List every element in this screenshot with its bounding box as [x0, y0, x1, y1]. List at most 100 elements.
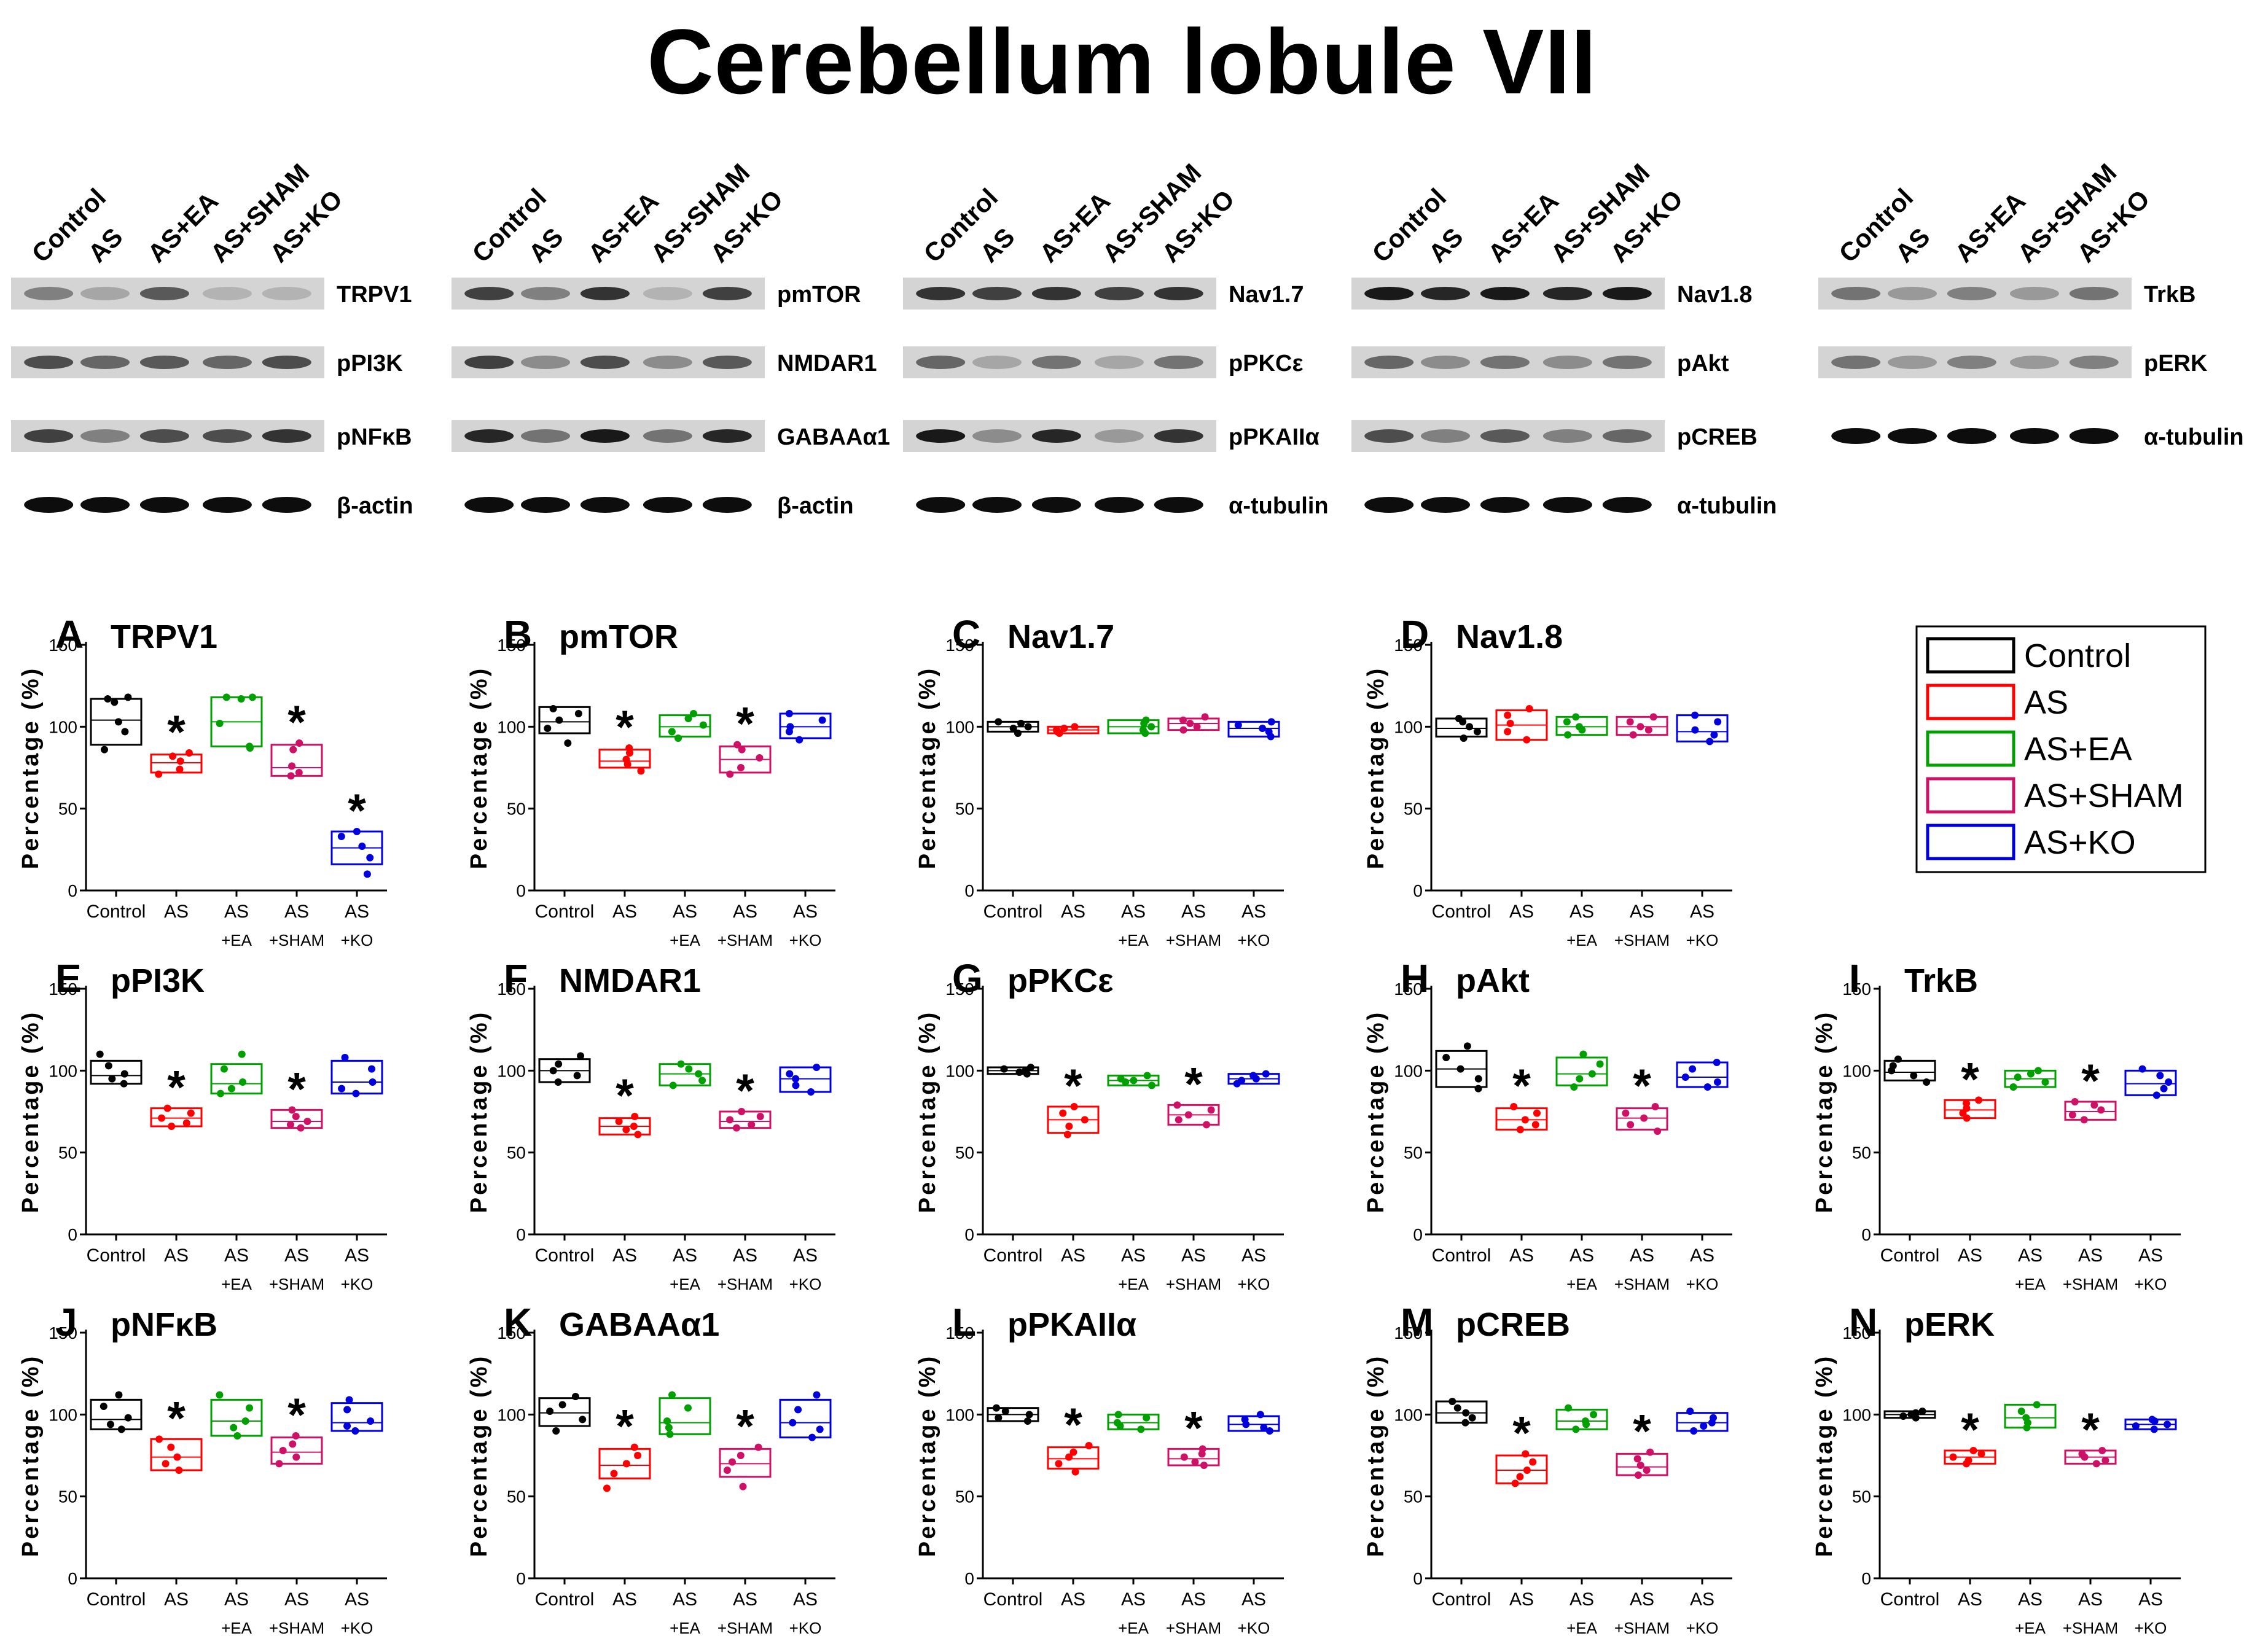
x-tick-label: AS — [612, 1589, 637, 1610]
blot-band — [1602, 287, 1652, 300]
panel-title: pPKAIIα — [1007, 1306, 1136, 1343]
data-point — [1238, 1077, 1246, 1085]
data-point — [723, 1467, 731, 1474]
x-tick-label: AS — [2018, 1245, 2043, 1266]
blot-band — [1542, 356, 1592, 369]
legend-swatch — [1926, 730, 2015, 767]
x-tick-label: +EA — [221, 931, 252, 949]
blot-band — [139, 497, 189, 513]
blot-band — [1602, 429, 1652, 443]
y-tick-label: 50 — [1852, 1487, 1871, 1506]
y-axis-label: Percentage (%) — [915, 1010, 940, 1214]
panel-letter: M — [1401, 1300, 1433, 1344]
data-point — [615, 1118, 623, 1125]
blot-band — [262, 287, 311, 300]
box-as-sham — [270, 1108, 323, 1129]
data-point — [1462, 1409, 1470, 1417]
y-tick-label: 0 — [516, 1569, 526, 1588]
blot-band-label: pPKCε — [1229, 351, 1303, 376]
data-point — [2098, 1447, 2106, 1454]
data-point — [1570, 1083, 1578, 1091]
data-point — [297, 1124, 305, 1132]
data-point — [120, 1070, 128, 1078]
data-point — [1504, 711, 1512, 719]
data-point — [1627, 1121, 1635, 1129]
data-point — [1576, 1075, 1584, 1083]
x-tick-label: AS — [1690, 1245, 1714, 1266]
blot-band — [2069, 287, 2119, 300]
legend-label: Control — [2024, 637, 2131, 674]
panel-title: Nav1.7 — [1007, 618, 1114, 655]
blot-band — [521, 356, 570, 369]
blot-lane-label: AS+EA — [1034, 186, 1116, 268]
panel-title: pPKCε — [1007, 962, 1114, 999]
blot-band — [521, 497, 570, 513]
data-point — [726, 770, 734, 778]
data-point — [1529, 1458, 1537, 1466]
data-point — [1186, 720, 1194, 727]
x-tick-label: +KO — [1238, 1619, 1270, 1637]
blot-band — [1421, 356, 1470, 369]
blot-band — [1888, 428, 1937, 444]
data-point — [1563, 718, 1571, 726]
x-tick-label: +EA — [1118, 1619, 1149, 1637]
y-tick-label: 0 — [516, 881, 526, 900]
blot-band — [2009, 287, 2059, 300]
data-point — [1703, 1083, 1711, 1091]
data-point — [182, 1119, 190, 1127]
data-point — [351, 1427, 359, 1435]
data-point — [631, 1113, 639, 1120]
blot-band — [24, 497, 74, 513]
blot-band — [702, 356, 752, 369]
data-point — [1910, 1072, 1918, 1080]
y-tick-label: 100 — [945, 717, 974, 736]
data-point — [216, 720, 224, 727]
blot-band — [972, 429, 1022, 443]
data-point — [1085, 1442, 1093, 1449]
x-tick-label: AS — [1061, 902, 1085, 922]
box-control — [538, 706, 591, 734]
blot-band — [1031, 356, 1081, 369]
y-tick-label: 50 — [507, 1487, 526, 1506]
data-point — [1203, 1121, 1211, 1129]
x-tick-label: Control — [983, 1245, 1043, 1266]
legend-label: AS+SHAM — [2024, 777, 2184, 814]
panel-title: pCREB — [1456, 1306, 1570, 1343]
blot-band-label: β-actin — [337, 493, 413, 519]
data-point — [677, 1060, 685, 1068]
blot-lane-label: AS+EA — [582, 186, 664, 268]
x-tick-label: AS — [2138, 1589, 2163, 1610]
data-point — [685, 1065, 693, 1073]
box-as-ko — [1676, 1061, 1729, 1088]
blot-band — [1947, 356, 1996, 369]
box-as-ea — [1555, 715, 1608, 736]
significance-star: * — [287, 1389, 306, 1441]
data-point — [1052, 726, 1060, 734]
x-tick-label: Control — [535, 1589, 595, 1610]
blot-band — [80, 429, 130, 443]
x-tick-label: +SHAM — [269, 1275, 324, 1293]
box-as — [150, 754, 203, 774]
data-point — [813, 1064, 821, 1071]
data-point — [1265, 1427, 1273, 1435]
panel-letter: D — [1401, 612, 1429, 657]
blot-band — [139, 429, 189, 443]
data-point — [1065, 1123, 1073, 1130]
data-point — [1065, 1453, 1073, 1461]
significance-star: * — [2081, 1404, 2100, 1456]
blot-band — [580, 287, 630, 300]
data-point — [818, 716, 826, 724]
y-tick-label: 50 — [1404, 1144, 1423, 1163]
blot-band — [464, 429, 514, 443]
data-point — [124, 693, 132, 701]
blot-band — [1480, 356, 1530, 369]
data-point — [732, 1124, 740, 1132]
data-point — [155, 1435, 163, 1443]
box-control — [1435, 1400, 1488, 1424]
blot-band — [1154, 356, 1203, 369]
box-as-ko — [1227, 1415, 1280, 1432]
panel-title: pAkt — [1456, 962, 1530, 999]
data-point — [1014, 730, 1022, 737]
